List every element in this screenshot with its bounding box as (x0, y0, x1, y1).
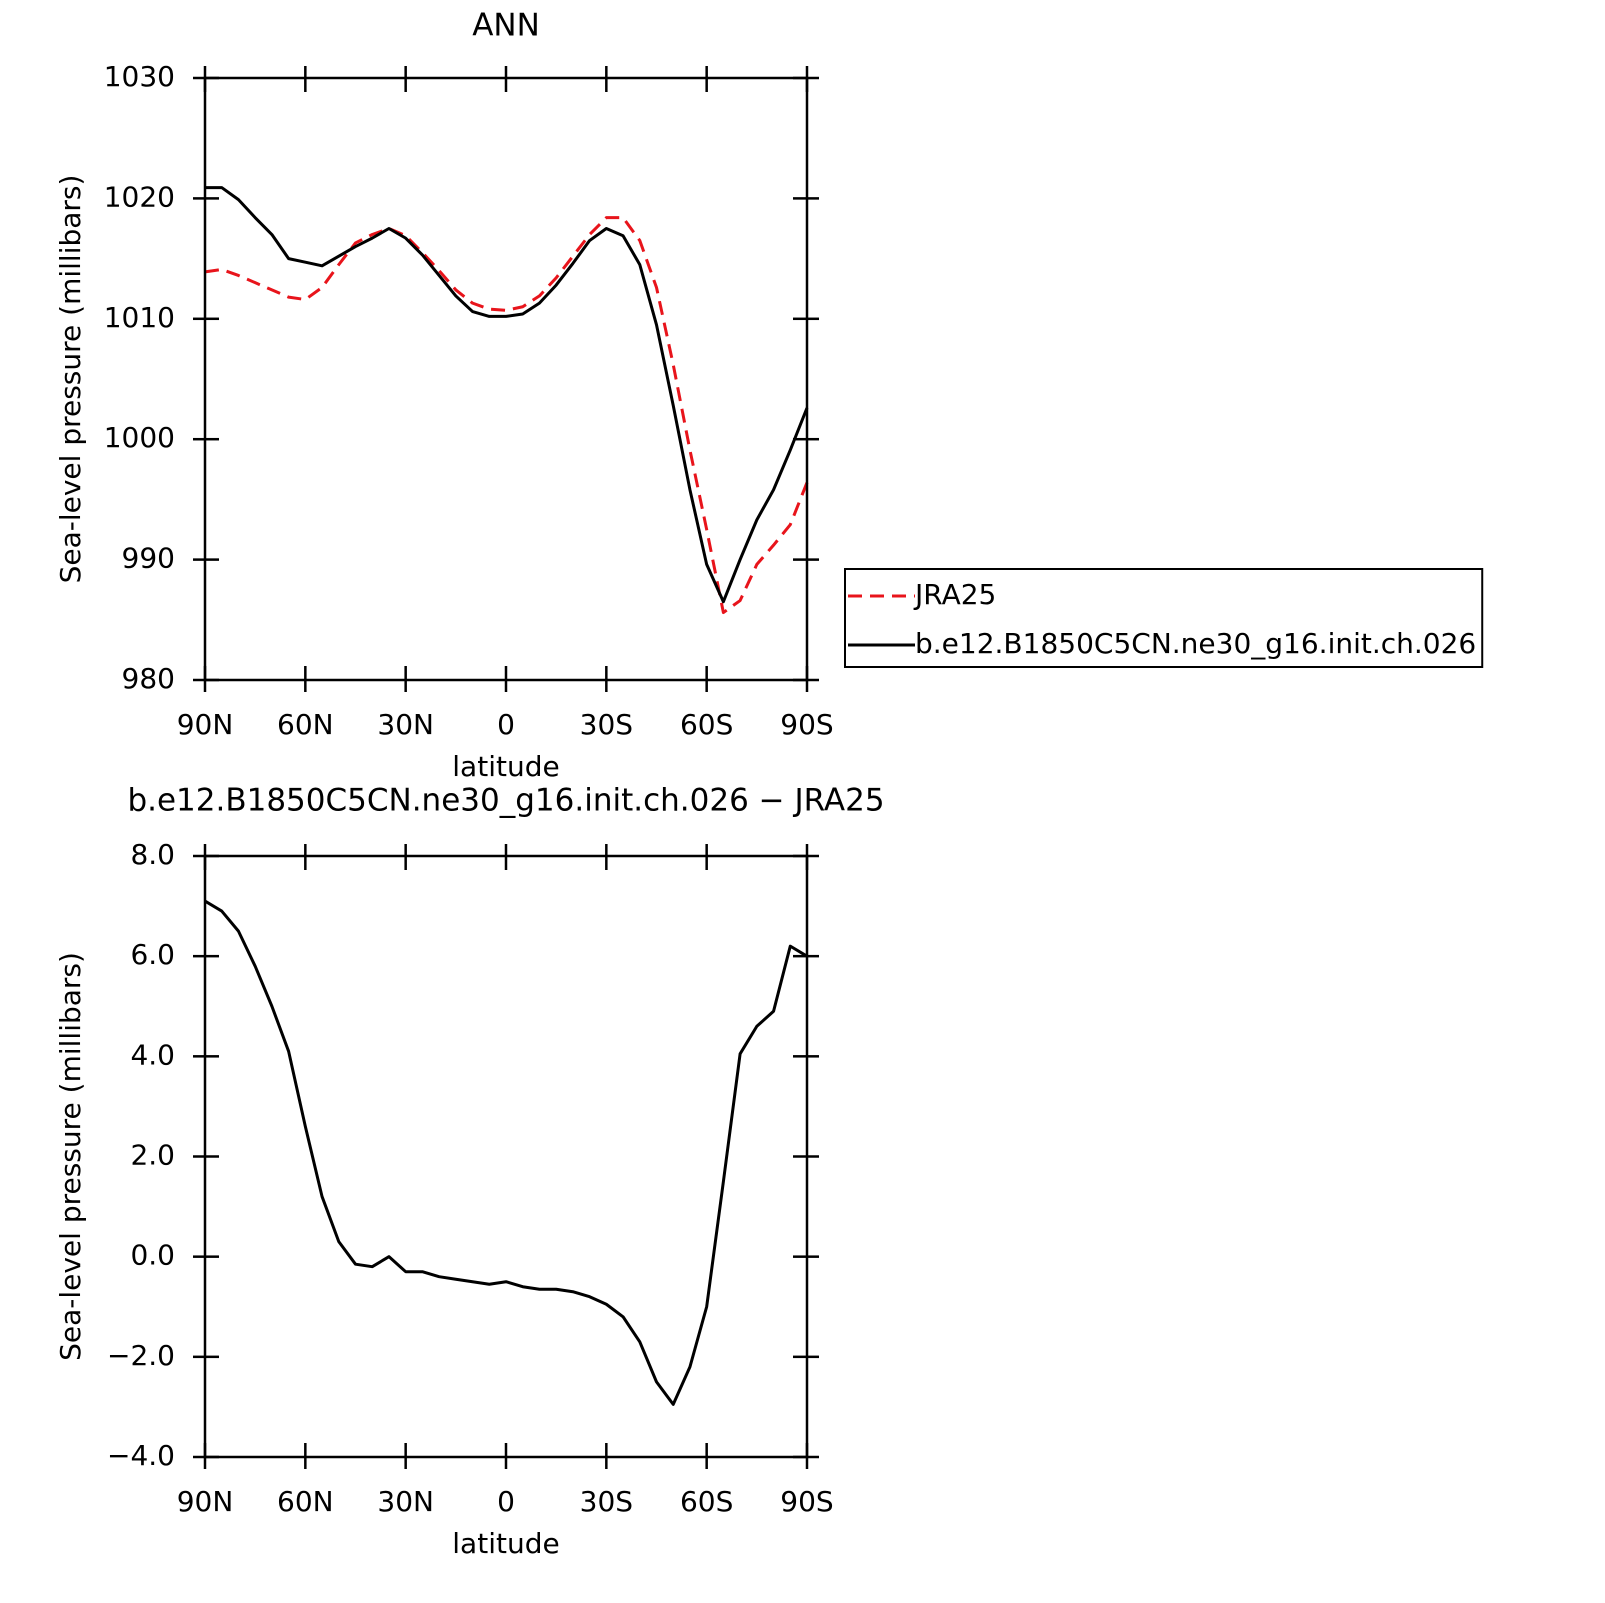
x-tick-label: 60S (680, 1485, 733, 1518)
x-tick-label: 60N (277, 708, 334, 741)
x-tick-label: 60N (277, 1485, 334, 1518)
plot-frame (203, 854, 809, 1459)
y-tick-label: 1000 (104, 421, 175, 454)
y-tick-label: 1030 (104, 60, 175, 93)
y-tick-label: 0.0 (130, 1239, 175, 1272)
y-axis-label: Sea-level pressure (millibars) (54, 952, 87, 1361)
x-tick-label: 0 (497, 1485, 515, 1518)
data-line (205, 186, 809, 604)
x-tick-label: 90S (780, 708, 833, 741)
plot-frame (203, 76, 809, 682)
legend-label: JRA25 (913, 578, 996, 611)
y-tick-label: 8.0 (130, 838, 175, 871)
y-tick-label: 980 (122, 662, 175, 695)
x-tick-label: 90S (780, 1485, 833, 1518)
data-line (204, 899, 808, 1406)
x-tick-label: 30N (377, 708, 434, 741)
x-tick-label: 30S (580, 1485, 633, 1518)
y-axis-label: Sea-level pressure (millibars) (54, 175, 87, 584)
y-tick-label: 990 (122, 542, 175, 575)
y-tick-label: −4.0 (107, 1439, 175, 1472)
y-tick-label: 1020 (104, 180, 175, 213)
y-tick-label: 2.0 (130, 1139, 175, 1172)
y-tick-label: −2.0 (107, 1339, 175, 1372)
legend-label: b.e12.B1850C5CN.ne30_g16.init.ch.026 (915, 627, 1476, 660)
legend-box (844, 568, 1484, 668)
data-line (204, 216, 809, 615)
x-tick-label: 30S (580, 708, 633, 741)
x-axis-label: latitude (452, 750, 559, 783)
y-tick-label: 4.0 (130, 1038, 175, 1071)
chart-title: ANN (472, 8, 540, 44)
x-tick-label: 30N (377, 1485, 434, 1518)
chart-title: b.e12.B1850C5CN.ne30_g16.init.ch.026 − J… (127, 783, 884, 819)
x-tick-label: 90N (177, 1485, 234, 1518)
x-axis-label: latitude (452, 1527, 559, 1560)
y-tick-label: 1010 (104, 301, 175, 334)
x-tick-label: 90N (177, 708, 234, 741)
y-tick-label: 6.0 (130, 938, 175, 971)
x-tick-label: 60S (680, 708, 733, 741)
x-tick-label: 0 (497, 708, 515, 741)
